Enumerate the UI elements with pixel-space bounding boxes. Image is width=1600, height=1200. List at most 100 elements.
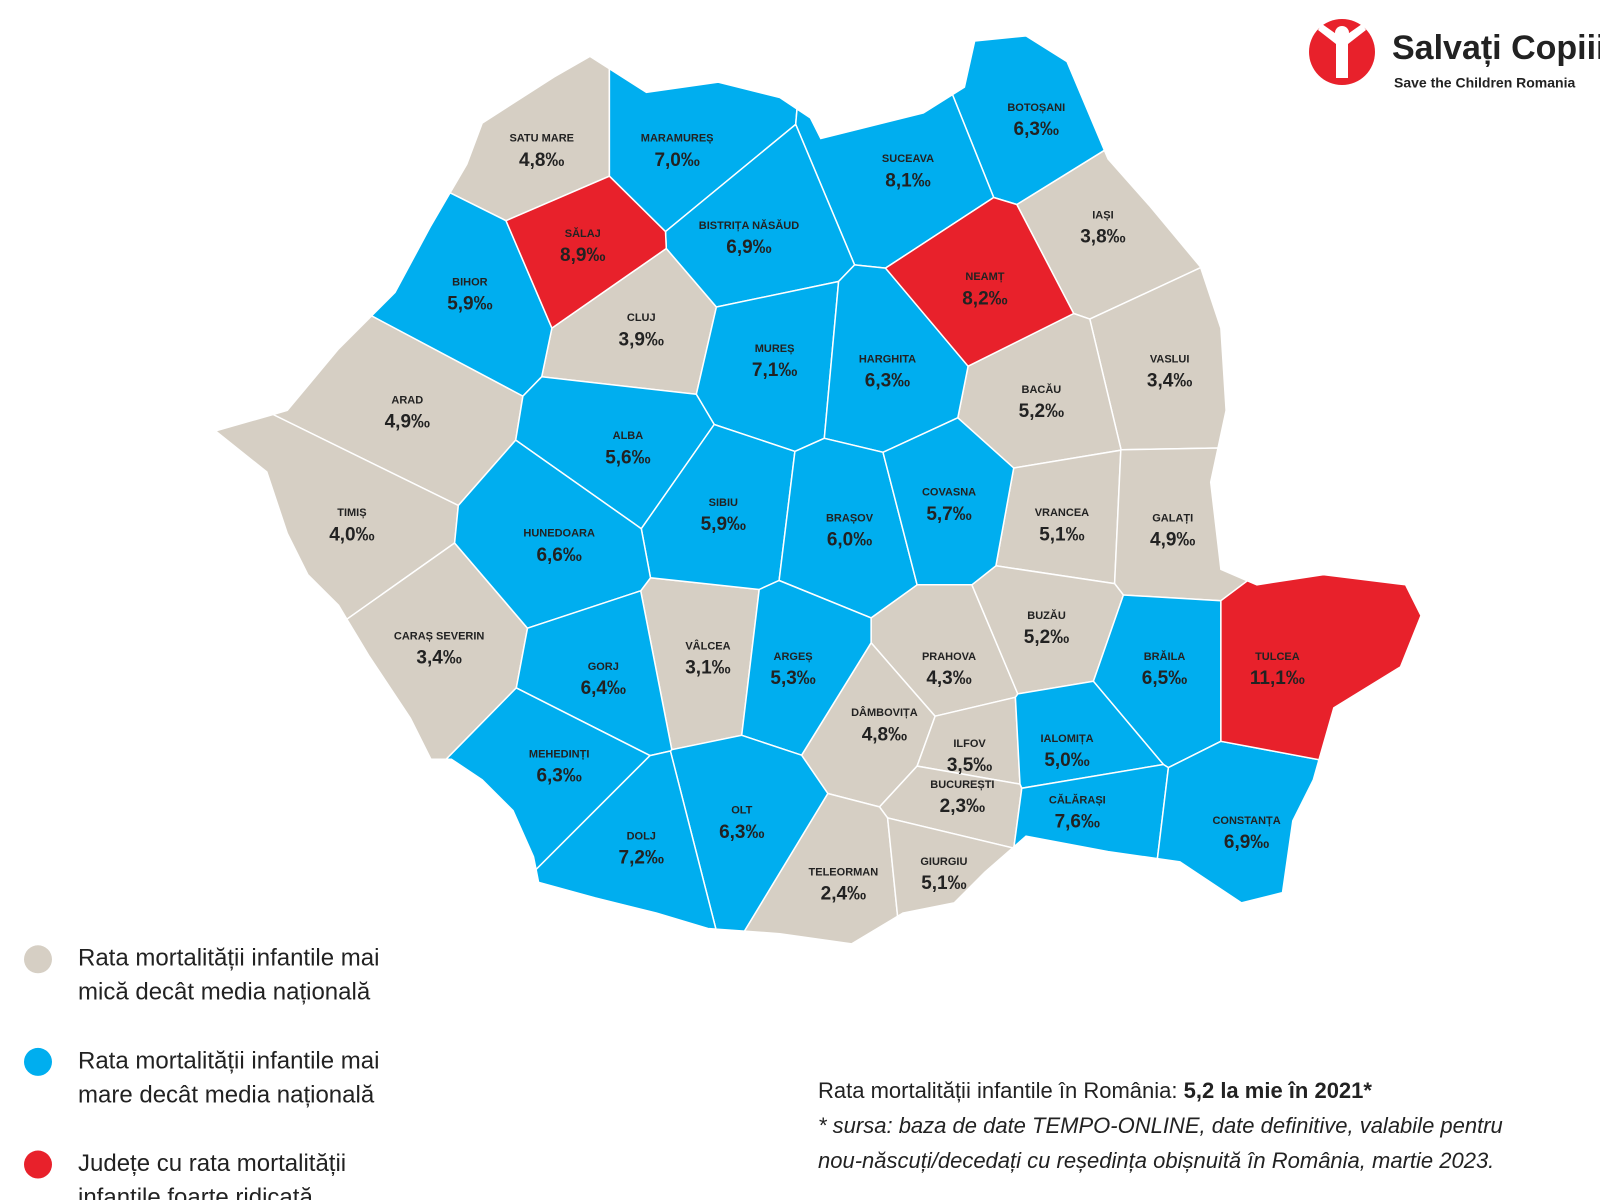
county-name: VÂLCEA: [685, 640, 730, 653]
note-text: Rata mortalității infantile în România: …: [818, 1078, 1372, 1103]
county-name: ALBA: [613, 430, 644, 442]
county-value: 5,2‰: [1019, 401, 1064, 422]
county-value: 6,9‰: [1224, 832, 1269, 853]
county-value: 5,9‰: [447, 293, 492, 314]
county-value: 4,3‰: [926, 668, 971, 689]
county-name: BIHOR: [452, 276, 488, 288]
county-value: 4,9‰: [385, 411, 430, 432]
county-name: IALOMIȚA: [1040, 733, 1093, 745]
county: [1156, 740, 1320, 904]
county-value: 2,4‰: [821, 883, 866, 904]
county-name: GALAȚI: [1152, 512, 1193, 524]
county-value: 6,6‰: [536, 545, 581, 566]
county-value: 6,5‰: [1142, 668, 1187, 689]
county-name: BUCUREȘTI: [930, 779, 994, 791]
county-value: 3,4‰: [1147, 370, 1192, 391]
county-value: 2,3‰: [940, 796, 985, 817]
county-value: 5,9‰: [701, 514, 746, 535]
county-value: 5,2‰: [1024, 627, 1069, 648]
county: [886, 816, 1014, 918]
county-name: BACĂU: [1022, 383, 1062, 396]
county-value: 3,1‰: [685, 658, 730, 679]
county: [444, 686, 652, 872]
county-name: IAȘI: [1092, 210, 1113, 222]
logo-icon-figure: [1318, 24, 1366, 78]
county-name: BISTRIȚA NĂSĂUD: [699, 219, 799, 232]
county-name: DOLJ: [627, 830, 656, 842]
county: [882, 416, 1015, 586]
county-name: GIURGIU: [920, 856, 967, 868]
county: [505, 175, 668, 330]
map: SATU MARE 4,8‰ CLUJ 3,9‰ IAȘI 3,8‰ VASLUI 3,4‰ B…: [213, 35, 1422, 945]
county-value: 5,3‰: [770, 668, 815, 689]
county-value: 5,1‰: [1039, 524, 1084, 545]
county-name: HUNEDOARA: [523, 528, 595, 540]
county-name: MEHEDINȚI: [529, 748, 590, 760]
county-name: CONSTANȚA: [1212, 815, 1280, 827]
county-value: 6,9‰: [726, 237, 771, 258]
county-name: TELEORMAN: [809, 866, 879, 878]
logo-title: Salvați Copiii: [1392, 29, 1600, 67]
county: [453, 439, 652, 630]
county-name: VASLUI: [1150, 353, 1190, 365]
county-value: 3,8‰: [1080, 227, 1125, 248]
county-name: VRANCEA: [1035, 507, 1089, 519]
county-name: NEAMȚ: [965, 271, 1004, 283]
county-value: 8,2‰: [962, 288, 1007, 309]
county: [1220, 573, 1422, 761]
county: [1113, 447, 1249, 602]
county-name: SUCEAVA: [882, 153, 934, 165]
county-value: 3,4‰: [416, 647, 461, 668]
county-value: 6,3‰: [865, 370, 910, 391]
note-source: nou-născuți/decedați cu reședința obișnu…: [818, 1148, 1494, 1173]
county-name: MARAMUREȘ: [641, 133, 714, 145]
logo: Salvați Copiii Save the Children Romania: [1309, 19, 1600, 91]
county-name: TIMIȘ: [337, 507, 366, 519]
county-name: TULCEA: [1255, 651, 1300, 663]
county-name: SĂLAJ: [565, 227, 601, 240]
legend-label: infantile foarte ridicată: [78, 1184, 313, 1200]
county: [1012, 763, 1170, 860]
county-value: 11,1‰: [1250, 668, 1305, 689]
note-main: Rata mortalității infantile în România:: [818, 1078, 1184, 1103]
county-value: 4,9‰: [1150, 529, 1195, 550]
county-name: ARGEȘ: [774, 651, 813, 663]
county-value: 5,0‰: [1044, 750, 1089, 771]
county-name: BOTOȘANI: [1007, 102, 1065, 114]
note-source: * sursa: baza de date TEMPO-ONLINE, date…: [818, 1113, 1503, 1138]
county-name: BUZĂU: [1027, 609, 1066, 622]
county-name: OLT: [731, 805, 752, 817]
county-name: CĂLĂRAȘI: [1049, 793, 1106, 806]
county-value: 8,9‰: [560, 245, 605, 266]
county-name: CLUJ: [627, 312, 656, 324]
county-value: 6,3‰: [1014, 119, 1059, 140]
county-name: HARGHITA: [859, 353, 916, 365]
county-name: PRAHOVA: [922, 651, 976, 663]
legend-swatch: [24, 1047, 52, 1076]
legend: Rata mortalității infantile mai mică decâ…: [24, 945, 379, 1200]
county-name: SIBIU: [709, 497, 738, 509]
logo-subtitle: Save the Children Romania: [1394, 75, 1575, 91]
county-name: ILFOV: [953, 738, 986, 750]
legend-label: Rata mortalității infantile mai: [78, 1047, 379, 1074]
county-value: 7,1‰: [752, 360, 797, 381]
county-value: 4,8‰: [862, 724, 907, 745]
county-name: DÂMBOVIȚA: [851, 706, 918, 719]
county-value: 7,2‰: [619, 847, 664, 868]
legend-swatch: [24, 945, 52, 974]
legend-label: mare decât media națională: [78, 1081, 375, 1108]
county-value: 4,8‰: [519, 150, 564, 171]
county-value: 4,0‰: [329, 524, 374, 545]
county-name: GORJ: [588, 661, 619, 673]
county-value: 6,4‰: [581, 678, 626, 699]
county: [884, 196, 1075, 368]
county-name: BRAȘOV: [826, 512, 874, 524]
county: [535, 750, 717, 930]
county-name: BRĂILA: [1144, 650, 1186, 663]
county-value: 8,1‰: [885, 170, 930, 191]
county-name: SATU MARE: [509, 133, 574, 145]
county-value: 5,7‰: [926, 504, 971, 525]
county-value: 7,6‰: [1055, 812, 1100, 833]
legend-label: Județe cu rata mortalității: [78, 1150, 346, 1177]
county-value: 6,3‰: [536, 765, 581, 786]
